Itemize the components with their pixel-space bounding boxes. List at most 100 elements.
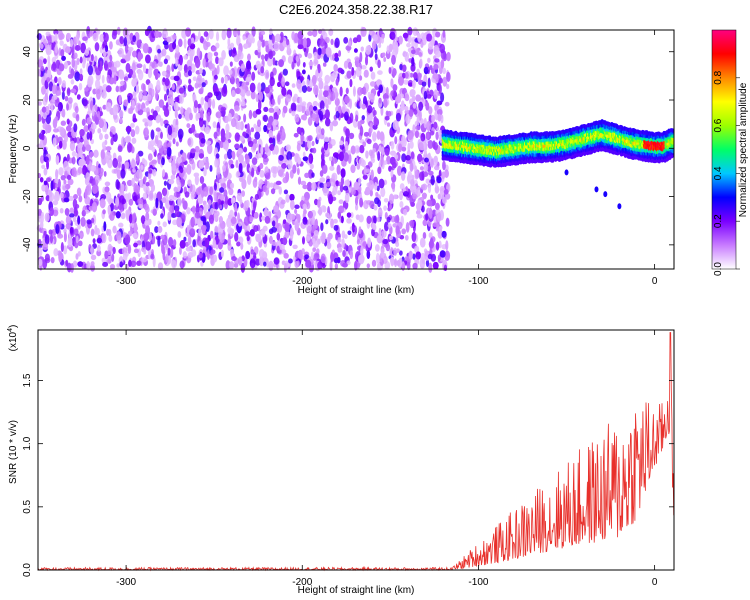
spectrogram-cell: [249, 258, 256, 269]
spectrogram-cell: [409, 219, 415, 229]
spectrogram-cell: [311, 140, 315, 147]
spectrogram-cell: [38, 211, 42, 217]
spectrogram-cell: [228, 69, 233, 75]
spectrogram-cell: [78, 195, 83, 203]
spectrogram-cell: [226, 148, 233, 160]
spectrogram-cell: [73, 209, 79, 217]
spectrogram-cell: [293, 133, 299, 138]
spectrogram-cell: [210, 230, 214, 239]
spectrogram-cell: [234, 202, 238, 212]
spectrogram-cell: [300, 132, 304, 143]
spectrogram-cell: [383, 98, 388, 108]
spectrogram-cell: [340, 215, 344, 224]
spectrogram-cell: [432, 261, 439, 270]
spectrogram-cell: [307, 52, 313, 59]
spectrogram-cell: [135, 125, 140, 135]
spectrogram-cell: [265, 45, 270, 53]
spectrogram-cell: [139, 179, 143, 188]
spectrogram-cell: [396, 165, 403, 177]
spectrogram-cell: [391, 54, 396, 65]
spectrogram-cell: [91, 201, 98, 213]
spectrogram-cell: [128, 213, 133, 224]
spectrogram-cell: [199, 252, 203, 259]
spectrogram-cell: [174, 96, 180, 103]
spectrogram-cell: [405, 222, 410, 233]
spectrogram-cell: [398, 143, 403, 153]
spectrogram-cell: [357, 86, 363, 96]
spectrogram-cell: [234, 143, 240, 149]
spectrogram-cell: [142, 118, 148, 123]
spectrogram-cell: [69, 140, 76, 152]
spectrogram-cell: [132, 113, 137, 123]
spectrogram-cell: [230, 197, 235, 205]
spectrogram-cell: [86, 117, 92, 125]
spectrogram-cell: [142, 83, 146, 93]
spectrogram-cell: [440, 114, 444, 124]
spectrogram-cell: [302, 236, 305, 245]
spectrogram-cell: [227, 237, 231, 246]
spectrogram-cell: [267, 122, 272, 128]
spectrogram-cell: [249, 215, 254, 222]
spectrogram-cell: [46, 76, 51, 83]
spectrogram-cell: [330, 181, 334, 187]
spectrogram-cell: [411, 174, 415, 182]
spectrogram-cell: [325, 36, 330, 44]
spectrogram-cell: [408, 250, 413, 260]
spectrogram-cell: [263, 261, 267, 267]
spectrogram-cell: [253, 252, 257, 259]
spectrogram-cell: [213, 182, 217, 191]
spectrogram-cell: [411, 49, 416, 55]
spectrogram-cell: [143, 127, 149, 138]
spectrogram-cell: [172, 239, 177, 247]
spectrogram-cell: [247, 33, 254, 43]
spectrogram-cell: [308, 153, 314, 164]
spectrogram-cell: [191, 205, 196, 214]
spectrogram-cell: [312, 147, 317, 154]
spectrogram-cell: [202, 58, 207, 68]
spectrogram-cell: [215, 42, 220, 49]
spectrogram-cell: [193, 172, 200, 178]
spectrogram-cell: [218, 231, 222, 240]
spectrogram-cell: [75, 34, 80, 44]
spectrogram-cell: [310, 251, 314, 260]
spectrogram-cell: [203, 40, 209, 51]
spectrogram-cell: [321, 128, 325, 136]
spectrogram-cell: [234, 210, 238, 217]
spectrogram-cell: [325, 212, 330, 218]
spectrogram-cell: [442, 160, 446, 171]
spectrogram-cell: [214, 158, 219, 168]
spectrogram-cell: [227, 38, 231, 47]
spectrogram-cell: [106, 258, 112, 264]
spectrogram-cell: [341, 230, 346, 239]
spectrogram-cell: [388, 66, 392, 74]
spectrogram-cell: [156, 79, 161, 91]
spectrogram-cell: [246, 235, 250, 242]
spectrogram-cell: [186, 224, 190, 235]
spectrogram-cell: [101, 90, 107, 99]
spectrogram-cell: [176, 176, 180, 185]
spectrogram-cell: [161, 48, 167, 57]
spectrogram-cell: [71, 57, 75, 69]
spectrogram-cell: [128, 259, 132, 267]
spectrogram-cell: [322, 159, 326, 166]
spectrogram-cell: [271, 220, 276, 227]
spectrogram-cell: [260, 66, 265, 74]
spectrogram-cell: [64, 46, 71, 54]
spectrogram-cell: [66, 118, 70, 125]
spectrogram-cell: [189, 112, 193, 121]
spectrogram-cell: [83, 125, 89, 133]
spectrogram-cell: [133, 222, 138, 233]
spectrogram-cell: [366, 138, 372, 145]
spectrogram-cell: [63, 231, 67, 243]
spectrogram-cell: [78, 240, 83, 247]
spectrogram-cell: [77, 166, 83, 174]
spectrogram-cell: [377, 59, 381, 69]
spectrogram-cell: [145, 186, 150, 195]
spectrogram-cell: [213, 254, 218, 263]
spectrogram-cell: [154, 91, 159, 101]
spectrogram-cell: [85, 144, 91, 152]
spectrogram-cell: [103, 171, 107, 177]
spectrogram-cell: [443, 188, 449, 195]
spectrogram-cell: [313, 84, 319, 96]
spectrogram-cell: [442, 29, 446, 38]
